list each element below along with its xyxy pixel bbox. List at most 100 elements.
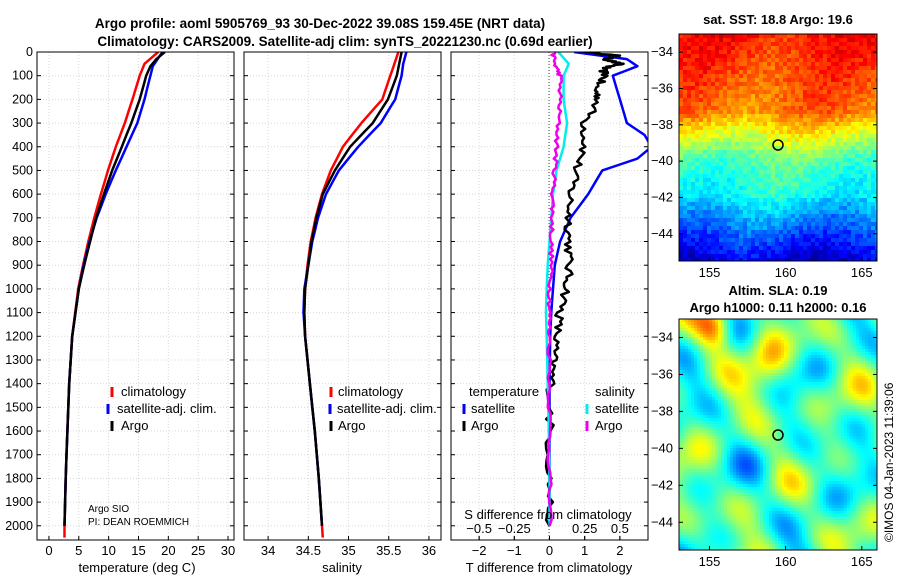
map-cell [679,170,684,175]
map-cell [707,170,712,175]
map-cell [814,331,818,335]
map-cell [724,367,728,371]
map-cell [819,66,824,71]
map-cell [769,340,773,344]
map-cell [687,234,692,239]
map-cell [802,364,806,368]
map-cell [715,361,719,365]
map-cell [779,190,784,195]
map-cell [715,376,719,380]
map-cell [855,42,860,47]
map-cell [793,343,797,347]
map-cell [783,242,788,247]
map-cell [715,78,720,83]
map-cell [859,50,864,55]
map-cell [859,334,863,338]
map-cell [874,328,877,332]
map-cell [838,397,842,401]
map-cell [703,340,707,344]
map-cell [796,394,800,398]
map-cell [772,361,776,365]
map-cell [715,86,720,91]
map-cell [839,246,844,251]
map-cell [793,340,797,344]
map-cell [811,337,815,341]
map-cell [851,166,856,171]
map-cell [757,370,761,374]
map-cell [743,58,748,63]
map-cell [838,379,842,383]
map-cell [754,319,758,323]
map-cell [682,373,686,377]
map-cell [743,126,748,131]
map-cell [727,142,732,147]
map-cell [795,138,800,143]
map-cell [682,385,686,389]
map-cell [859,146,864,151]
map-cell [859,130,864,135]
map-cell [767,258,772,261]
map-cell [851,94,856,99]
map-cell [803,150,808,155]
map-cell [865,382,869,386]
map-cell [775,130,780,135]
map-cell [779,102,784,107]
map-cell [819,166,824,171]
map-cell [871,182,876,187]
map-cell [747,198,752,203]
map-cell [811,78,816,83]
map-cell [679,382,683,386]
map-cell [803,234,808,239]
map-cell [739,62,744,67]
map-cell [747,74,752,79]
map-cell [712,319,716,323]
map-cell [805,379,809,383]
map-cell [775,86,780,91]
map-cell [715,352,719,356]
map-cell [699,206,704,211]
map-cell [787,74,792,79]
map-cell [783,170,788,175]
map-cell [859,162,864,167]
map-cell [875,150,877,155]
map-cell [739,170,744,175]
map-cell [766,370,770,374]
map-cell [856,382,860,386]
map-cell [791,222,796,227]
map-cell [683,210,688,215]
map-cell [685,334,689,338]
map-cell [811,230,816,235]
map-cell [718,361,722,365]
map-cell [787,142,792,147]
map-cell [799,58,804,63]
map-cell [875,118,877,123]
map-cell [807,82,812,87]
map-cell [771,214,776,219]
map-cell [853,352,857,356]
depth-tick-label: 100 [12,69,33,83]
map-cell [799,66,804,71]
figure-title-line2: Climatology: CARS2009. Satellite-adj cli… [97,34,592,49]
x-tick-label: 2 [616,543,623,558]
map-cell [791,246,796,251]
map-cell [827,146,832,151]
map-cell [763,367,767,371]
map-cell [706,352,710,356]
map-cell [803,222,808,227]
map-cell [755,170,760,175]
map-cell [683,218,688,223]
map-cell [719,58,724,63]
map-cell [703,322,707,326]
map-cell [871,46,876,51]
map-cell [733,370,737,374]
map-cell [679,90,684,95]
map-cell [808,331,812,335]
map-cell [683,154,688,159]
map-cell [807,54,812,59]
map-cell [691,66,696,71]
map-cell [759,62,764,67]
map-cell [715,106,720,111]
map-cell [709,328,713,332]
map-cell [847,370,851,374]
map-cell [802,349,806,353]
